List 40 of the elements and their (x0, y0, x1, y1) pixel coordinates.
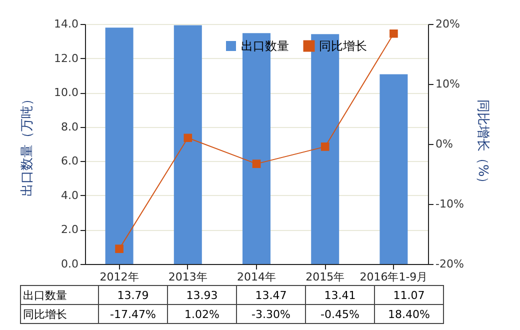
x-tick-label: 2013年 (168, 270, 208, 284)
y2-tick-label: 20% (436, 18, 460, 30)
text: 出口数量 (23, 288, 67, 302)
x-tick-label: 2012年 (100, 270, 139, 284)
data-label: 13.79 (98, 286, 168, 304)
x-tick-label: 2015年 (306, 270, 345, 284)
data-label: 11.07 (374, 286, 444, 304)
y-tick-label: 0.0 (61, 258, 78, 270)
y2-tick-label: -10% (436, 198, 464, 210)
y-tick-label: 8.0 (61, 120, 78, 134)
data-label: 13.93 (168, 286, 236, 304)
data-label: 18.40% (374, 304, 444, 324)
y-axis-title: 出口数量（万吨） (20, 92, 36, 196)
point (390, 29, 398, 38)
point (184, 134, 192, 142)
data-label: 13.47 (236, 286, 306, 304)
point (115, 244, 124, 253)
y2-tick-label: 0% (436, 138, 453, 150)
x-tick-label: 2016年1-9月 (360, 270, 428, 284)
y2-tick-label: 10% (436, 78, 460, 90)
data-label: 1.02% (168, 304, 236, 324)
bar (105, 28, 134, 264)
y2-tick-label: -20% (436, 258, 464, 270)
data-label: -0.45% (306, 304, 374, 324)
y-tick-label: 2.0 (61, 223, 78, 236)
data-label: 13.41 (306, 286, 374, 304)
bar (380, 74, 408, 264)
y-tick-label: 12.0 (54, 52, 78, 65)
data-label: -3.30% (236, 304, 306, 324)
point (252, 160, 261, 168)
y-tick-label: 10.0 (54, 86, 78, 100)
y-tick-label: 6.0 (61, 154, 78, 168)
text: 同比增长 (23, 308, 67, 320)
data-label: -17.47% (98, 304, 168, 324)
bar (174, 25, 202, 264)
x-tick-label: 2014年 (237, 270, 276, 284)
y-tick-label: 4.0 (61, 188, 78, 202)
y-tick-label: 14.0 (54, 18, 78, 30)
y2-axis-title: 同比增长（%） (474, 99, 490, 190)
point (320, 142, 330, 151)
